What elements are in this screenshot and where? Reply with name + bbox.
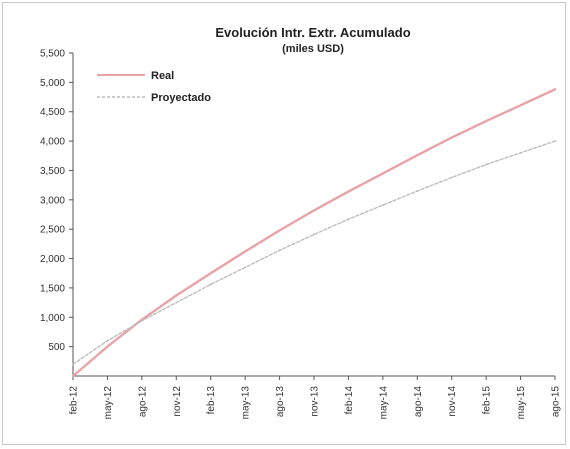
legend-label-proyectado: Proyectado bbox=[151, 92, 211, 104]
data-point-proyectado bbox=[140, 319, 143, 322]
x-tick-label: ago-13 bbox=[275, 386, 286, 418]
data-point-real bbox=[313, 209, 315, 212]
data-point-real bbox=[519, 104, 522, 107]
data-point-real bbox=[381, 172, 384, 175]
data-point-real bbox=[347, 190, 350, 193]
x-tick-label: nov-13 bbox=[310, 386, 321, 417]
data-point-proyectado bbox=[72, 363, 74, 366]
y-tick-label: 4,500 bbox=[40, 107, 65, 118]
data-point-proyectado bbox=[554, 140, 556, 143]
data-point-proyectado bbox=[209, 283, 212, 286]
series-line-proyectado bbox=[72, 140, 556, 365]
series-line-real bbox=[71, 88, 557, 378]
x-tick-label: may-14 bbox=[378, 386, 389, 420]
series-group bbox=[71, 88, 557, 378]
data-point-proyectado bbox=[347, 218, 350, 221]
data-point-proyectado bbox=[416, 190, 419, 193]
y-tick-label: 2,500 bbox=[40, 225, 65, 236]
y-tick-label: 3,500 bbox=[40, 166, 65, 177]
y-tick-label: 1,000 bbox=[40, 313, 65, 324]
legend: Real Proyectado bbox=[97, 70, 211, 104]
x-tick-label: may-12 bbox=[103, 386, 114, 420]
data-point-real bbox=[450, 136, 453, 139]
x-tick-label: ago-14 bbox=[413, 386, 424, 418]
x-tick-label: feb-14 bbox=[344, 386, 355, 415]
data-point-real bbox=[416, 154, 419, 157]
y-tick-label: 500 bbox=[48, 342, 65, 353]
data-point-real bbox=[278, 229, 281, 232]
data-point-proyectado bbox=[278, 249, 281, 252]
data-point-proyectado bbox=[175, 301, 178, 304]
data-point-proyectado bbox=[106, 339, 109, 342]
data-point-proyectado bbox=[313, 233, 315, 236]
data-point-proyectado bbox=[519, 151, 522, 154]
y-tick-label: 5,500 bbox=[40, 49, 65, 60]
x-tick-label: may-13 bbox=[241, 386, 252, 420]
y-tick-label: 3,000 bbox=[40, 195, 65, 206]
data-point-real bbox=[106, 345, 109, 348]
y-tick-label: 4,000 bbox=[40, 137, 65, 148]
x-tick-label: feb-15 bbox=[482, 386, 493, 415]
legend-label-real: Real bbox=[151, 70, 174, 82]
data-point-proyectado bbox=[450, 176, 453, 179]
data-point-real bbox=[72, 375, 74, 377]
x-tick-label: nov-14 bbox=[447, 386, 458, 417]
data-point-real bbox=[209, 272, 212, 275]
chart-subtitle: (miles USD) bbox=[282, 43, 344, 55]
axes: 500 1,000 1,500 2,000 2,500 3,000 3,500 4,000 4,… bbox=[40, 49, 562, 420]
chart-title: Evolución Intr. Extr. Acumulado bbox=[215, 25, 410, 40]
x-tick-label: feb-13 bbox=[206, 386, 217, 415]
y-tick-label: 5,000 bbox=[40, 78, 65, 89]
chart-frame: Evolución Intr. Extr. Acumulado (miles U… bbox=[2, 2, 566, 445]
x-tick-label: may-15 bbox=[516, 386, 527, 420]
x-tick-label: ago-15 bbox=[551, 386, 562, 418]
data-point-real bbox=[244, 250, 247, 253]
x-tick-label: feb-12 bbox=[69, 386, 80, 415]
data-point-real bbox=[554, 88, 556, 91]
data-point-real bbox=[485, 120, 488, 123]
y-tick-label: 2,000 bbox=[40, 254, 65, 265]
data-point-real bbox=[175, 294, 178, 297]
x-tick-label: ago-12 bbox=[137, 386, 148, 418]
y-tick-label: 1,500 bbox=[40, 283, 65, 294]
x-tick-label: nov-12 bbox=[172, 386, 183, 417]
data-point-proyectado bbox=[244, 266, 247, 269]
data-point-proyectado bbox=[485, 163, 488, 166]
line-chart: Evolución Intr. Extr. Acumulado (miles U… bbox=[40, 25, 562, 420]
data-point-proyectado bbox=[381, 204, 384, 207]
